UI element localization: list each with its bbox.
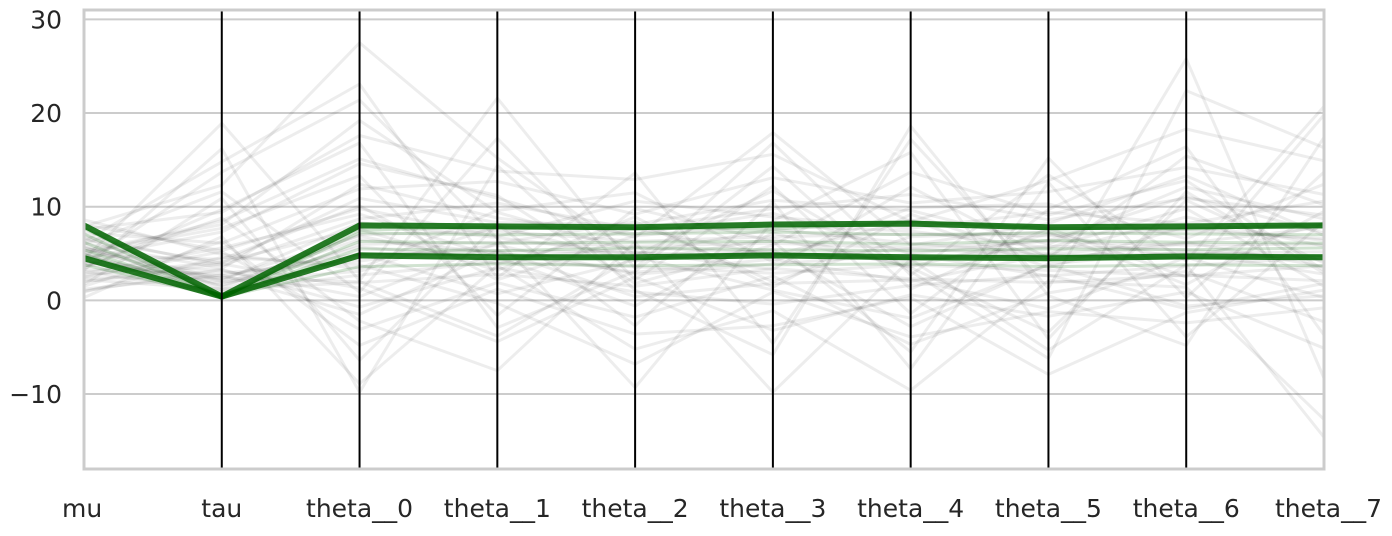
background-trace-43 [83,239,1325,292]
x-tick-label: theta__7 [1275,494,1382,523]
background-trace-4 [83,260,1325,294]
background-trace-41 [83,185,1325,265]
highlight-trace-5 [83,262,1325,299]
highlight-series-layer [82,220,1325,300]
x-tick-label: tau [201,494,242,523]
x-tick-label: theta__2 [582,494,689,523]
x-tick-label: theta__1 [444,494,551,523]
highlight-trace-2 [83,220,1325,299]
highlight-trace-6 [83,246,1325,299]
y-tick-label: −10 [9,380,62,409]
y-tick-label: 10 [30,193,62,222]
background-trace-31 [83,239,1325,376]
background-trace-42 [83,124,1326,394]
background-trace-10 [83,113,1326,330]
background-trace-33 [83,136,1326,336]
background-trace-6 [83,249,1325,316]
background-trace-25 [82,96,1326,283]
highlight-trace-7 [83,230,1325,300]
x-tick-label: theta__4 [857,494,964,523]
highlight-trace-3 [83,252,1325,300]
background-trace-26 [83,193,1325,268]
background-trace-29 [83,243,1325,278]
background-trace-22 [83,216,1326,439]
background-trace-32 [83,244,1325,287]
x-tick-label: theta__6 [1133,494,1240,523]
background-trace-34 [83,212,1325,289]
background-trace-30 [83,127,1325,231]
highlight-trace-0 [82,220,1325,300]
background-trace-9 [83,215,1325,283]
background-trace-13 [83,162,1325,285]
background-trace-19 [83,198,1325,334]
x-tick-label: mu [62,494,102,523]
plot-frame [82,8,1326,471]
background-trace-36 [83,98,1325,389]
plot-border [82,8,1326,471]
y-tick-labels: −10 0 10 20 30 [9,5,62,409]
x-tick-labels: mu tau theta__0 theta__1 theta__2 theta__3 the… [62,494,1382,523]
highlight-trace-4 [83,238,1325,298]
background-trace-27 [83,267,1325,291]
y-tick-label: 30 [30,5,62,34]
y-tick-label: 20 [30,99,62,128]
x-tick-label: theta__3 [719,494,826,523]
background-trace-40 [84,254,1325,338]
background-trace-21 [83,165,1325,245]
background-trace-37 [83,199,1325,253]
background-trace-3 [83,119,1325,271]
background-trace-39 [83,131,1325,256]
grid-layer [84,18,1324,396]
background-trace-8 [83,235,1326,421]
x-tick-label: theta__0 [306,494,413,523]
background-series-layer [82,41,1326,439]
x-tick-label: theta__5 [995,494,1102,523]
vertical-axes-layer [220,10,1188,469]
background-trace-23 [83,218,1325,281]
background-trace-38 [83,266,1325,311]
y-tick-label: 0 [46,286,62,315]
background-trace-2 [83,250,1325,346]
highlight-trace-1 [83,252,1325,300]
